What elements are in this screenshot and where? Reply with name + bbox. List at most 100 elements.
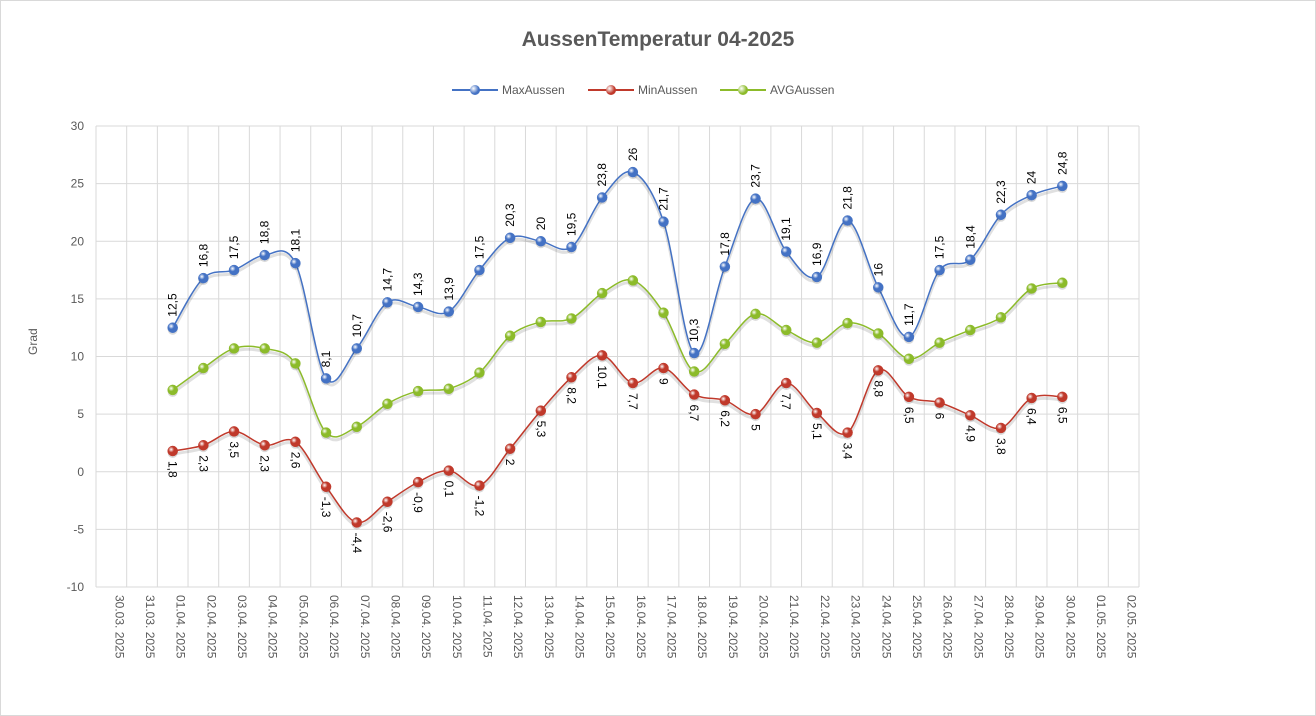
data-label: 23,7 (749, 164, 763, 188)
y-tick-label: 25 (71, 177, 85, 191)
data-point (290, 437, 300, 447)
data-label: 2,3 (258, 455, 272, 472)
x-tick-label: 18.04. 2025 (695, 595, 709, 659)
data-label: 5,1 (810, 423, 824, 440)
data-label: 17,5 (227, 235, 241, 259)
data-point (566, 372, 576, 382)
data-label: 19,5 (564, 212, 578, 236)
y-tick-label: -5 (73, 522, 84, 536)
x-tick-label: 16.04. 2025 (634, 595, 648, 659)
data-point (321, 428, 331, 438)
data-label: 12,5 (166, 293, 180, 317)
y-tick-label: 10 (71, 350, 85, 364)
data-label: 8,1 (319, 350, 333, 367)
data-point (659, 363, 669, 373)
data-label: 7,7 (779, 393, 793, 410)
data-point (628, 167, 638, 177)
x-tick-label: 19.04. 2025 (726, 595, 740, 659)
data-point (413, 477, 423, 487)
data-point (474, 481, 484, 491)
data-point (812, 272, 822, 282)
data-label: 6,4 (1025, 408, 1039, 425)
data-label: 16 (871, 263, 885, 277)
data-label: 24,8 (1055, 151, 1069, 175)
data-label: 24 (1025, 170, 1039, 184)
y-tick-label: 0 (77, 465, 84, 479)
plot-area: 302520151050-5-1030.03. 2025 31.03. 2025 0… (0, 0, 1316, 716)
data-label: 6,2 (718, 410, 732, 427)
data-point (352, 517, 362, 527)
x-tick-label: 27.04. 2025 (971, 595, 985, 659)
data-point (628, 275, 638, 285)
data-point (198, 440, 208, 450)
data-label: 21,8 (841, 186, 855, 210)
data-point (873, 282, 883, 292)
x-tick-label: 01.05. 2025 (1094, 595, 1108, 659)
data-label: 10,3 (687, 318, 701, 342)
x-tick-label: 03.04. 2025 (235, 595, 249, 659)
data-label: 9 (657, 378, 671, 385)
data-point (597, 192, 607, 202)
x-tick-label: 17.04. 2025 (665, 595, 679, 659)
data-point (843, 318, 853, 328)
x-tick-label: 24.04. 2025 (879, 595, 893, 659)
data-point (904, 332, 914, 342)
data-point (935, 398, 945, 408)
data-label: 17,5 (472, 235, 486, 259)
data-point (413, 302, 423, 312)
data-label: 16,8 (196, 243, 210, 267)
data-label: 3,8 (994, 438, 1008, 455)
data-label: -1,2 (472, 496, 486, 517)
data-point (321, 373, 331, 383)
y-tick-label: 5 (77, 407, 84, 421)
data-label: 3,4 (841, 443, 855, 460)
data-point (229, 265, 239, 275)
x-tick-label: 01.04. 2025 (174, 595, 188, 659)
data-label: 3,5 (227, 441, 241, 458)
data-label: 26 (626, 147, 640, 161)
data-point (536, 406, 546, 416)
data-point (321, 482, 331, 492)
data-point (751, 409, 761, 419)
data-point (843, 428, 853, 438)
data-point (382, 497, 392, 507)
x-tick-label: 20.04. 2025 (757, 595, 771, 659)
data-point (659, 308, 669, 318)
x-tick-label: 04.04. 2025 (266, 595, 280, 659)
x-tick-label: 05.04. 2025 (296, 595, 310, 659)
data-point (474, 265, 484, 275)
x-tick-label: 29.04. 2025 (1033, 595, 1047, 659)
data-label: 23,8 (595, 163, 609, 187)
data-label: 6,5 (1055, 407, 1069, 424)
data-point (689, 348, 699, 358)
data-point (566, 313, 576, 323)
data-point (628, 378, 638, 388)
data-point (505, 444, 515, 454)
gridlines (96, 126, 1139, 587)
data-point (352, 343, 362, 353)
data-label: 2,6 (288, 452, 302, 469)
data-point (505, 331, 515, 341)
x-tick-label: 11.04. 2025 (480, 595, 494, 658)
data-point (260, 440, 270, 450)
data-point (873, 328, 883, 338)
x-tick-label: 12.04. 2025 (511, 595, 525, 659)
data-point (536, 236, 546, 246)
data-point (1027, 284, 1037, 294)
data-point (965, 325, 975, 335)
x-tick-label: 10.04. 2025 (450, 595, 464, 659)
data-point (198, 363, 208, 373)
data-label: 6,5 (902, 407, 916, 424)
data-label: 0,1 (442, 481, 456, 498)
data-label: 17,8 (718, 232, 732, 256)
data-label: 7,7 (626, 393, 640, 410)
x-tick-label: 21.04. 2025 (787, 595, 801, 659)
data-point (751, 309, 761, 319)
data-label: 5,3 (534, 421, 548, 438)
data-point (168, 385, 178, 395)
data-label: 10,1 (595, 365, 609, 389)
data-label: 6 (933, 413, 947, 420)
x-tick-label: 08.04. 2025 (388, 595, 402, 659)
x-tick-label: 25.04. 2025 (910, 595, 924, 659)
data-label: 22,3 (994, 180, 1008, 204)
